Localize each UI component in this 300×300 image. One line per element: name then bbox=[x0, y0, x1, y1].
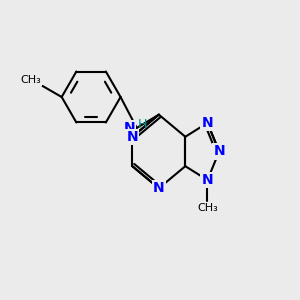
Text: N: N bbox=[202, 116, 213, 130]
Text: H: H bbox=[137, 118, 147, 131]
Text: CH₃: CH₃ bbox=[20, 75, 41, 85]
Text: N: N bbox=[153, 181, 165, 195]
Text: N: N bbox=[127, 130, 138, 144]
Text: N: N bbox=[202, 173, 213, 187]
Text: N: N bbox=[213, 145, 225, 158]
Text: CH₃: CH₃ bbox=[197, 203, 218, 213]
Text: N: N bbox=[124, 121, 136, 135]
